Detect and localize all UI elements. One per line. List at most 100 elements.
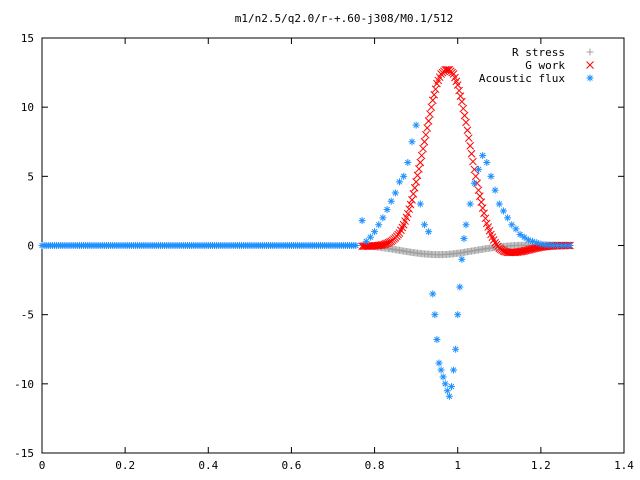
acoustic-flux-point: [391, 189, 399, 197]
x-tick-label: 1.4: [614, 459, 634, 472]
g-work-point: [412, 178, 420, 186]
g-work-point: [419, 144, 427, 153]
acoustic-flux-point: [379, 214, 387, 222]
acoustic-flux-point: [516, 230, 524, 238]
acoustic-flux-point: [508, 221, 516, 229]
legend-marker: [586, 74, 594, 82]
acoustic-flux-point: [400, 172, 408, 180]
g-work-point: [460, 111, 469, 120]
g-work-point: [416, 158, 425, 167]
g-work-point: [403, 209, 412, 218]
acoustic-flux-point: [487, 172, 495, 180]
g-work-point: [380, 240, 389, 249]
acoustic-flux-point: [375, 221, 383, 229]
g-work-point: [480, 209, 488, 218]
acoustic-flux-point: [429, 290, 437, 298]
acoustic-flux-point: [425, 228, 433, 236]
acoustic-flux-point: [566, 242, 574, 249]
g-work-point: [464, 134, 473, 142]
g-work-point: [455, 86, 463, 95]
g-work-point: [423, 124, 432, 132]
chart-title: m1/n2.5/q2.0/r-+.60-j308/M0.1/512: [235, 12, 454, 25]
g-work-point: [481, 214, 490, 223]
acoustic-flux-point: [537, 240, 545, 248]
acoustic-flux-point: [479, 152, 487, 160]
x-tick-label: 1.2: [531, 459, 551, 472]
g-work-point: [456, 92, 465, 100]
g-work-point: [379, 240, 387, 249]
g-work-point: [478, 204, 487, 213]
acoustic-flux-point: [433, 336, 441, 344]
acoustic-flux-point: [412, 121, 420, 129]
legend-marker: [586, 48, 594, 56]
g-work-point: [426, 110, 434, 118]
acoustic-flux-point: [499, 207, 507, 215]
x-tick-label: 0.4: [198, 459, 218, 472]
g-work-point: [462, 118, 470, 127]
acoustic-flux-point: [458, 255, 466, 263]
g-work-point: [477, 198, 486, 207]
acoustic-flux-point: [420, 221, 428, 229]
series-2: [38, 121, 574, 400]
acoustic-flux-point: [371, 228, 379, 236]
legend-label: Acoustic flux: [479, 72, 565, 85]
y-tick-label: 5: [27, 170, 34, 183]
acoustic-flux-point: [352, 242, 360, 249]
g-work-point: [415, 165, 423, 173]
acoustic-flux-point: [362, 237, 370, 245]
legend-label: G work: [525, 59, 565, 72]
acoustic-flux-point: [470, 179, 478, 187]
axis-ticks: 0 0.2 0.4 0.6 0.8 1 1.2 1.4 15 10 5 0 -5 -10 -15: [14, 32, 634, 472]
acoustic-flux-point: [491, 186, 499, 194]
acoustic-flux-point: [366, 233, 374, 241]
acoustic-flux-point: [454, 311, 462, 319]
x-tick-label: 0.6: [281, 459, 301, 472]
g-work-point: [430, 90, 439, 99]
acoustic-flux-point: [450, 366, 458, 374]
acoustic-flux-point: [460, 235, 468, 243]
y-tick-label: 15: [21, 32, 34, 45]
g-work-point: [442, 65, 451, 74]
acoustic-flux-point: [404, 159, 412, 166]
series-1: [358, 65, 574, 257]
g-work-point: [409, 190, 418, 198]
y-tick-label: 10: [21, 101, 34, 114]
g-work-point: [459, 104, 468, 113]
x-tick-label: 0: [39, 459, 46, 472]
acoustic-flux-point: [431, 311, 439, 319]
acoustic-flux-point: [504, 214, 512, 222]
g-work-point: [471, 172, 480, 181]
g-work-point: [474, 186, 483, 195]
g-work-point: [406, 200, 415, 209]
acoustic-flux-point: [462, 221, 470, 229]
x-tick-label: 1: [454, 459, 461, 472]
acoustic-flux-point: [512, 225, 520, 233]
legend-label: R stress: [512, 46, 565, 59]
acoustic-flux-point: [416, 200, 424, 208]
acoustic-flux-point: [358, 217, 366, 225]
g-work-point: [463, 126, 472, 135]
g-work-point: [427, 103, 436, 112]
y-tick-label: -10: [14, 378, 34, 391]
legend-marker: [586, 61, 594, 69]
g-work-point: [408, 195, 416, 204]
y-tick-label: -15: [14, 447, 34, 460]
g-work-point: [417, 151, 426, 160]
acoustic-flux-point: [387, 197, 395, 205]
acoustic-flux-point: [483, 159, 491, 166]
g-work-point: [420, 137, 429, 146]
acoustic-flux-point: [456, 283, 464, 291]
g-work-point: [431, 85, 440, 94]
acoustic-flux-point: [495, 200, 503, 208]
acoustic-flux-point: [443, 387, 451, 395]
g-work-point: [466, 142, 475, 150]
g-work-point: [458, 97, 466, 106]
acoustic-flux-point: [441, 380, 449, 388]
acoustic-flux-point: [466, 200, 474, 208]
series-layer: [38, 65, 574, 400]
g-work-point: [467, 149, 476, 158]
acoustic-flux-point: [408, 138, 416, 146]
g-work-point: [410, 184, 419, 192]
x-tick-label: 0.2: [115, 459, 135, 472]
